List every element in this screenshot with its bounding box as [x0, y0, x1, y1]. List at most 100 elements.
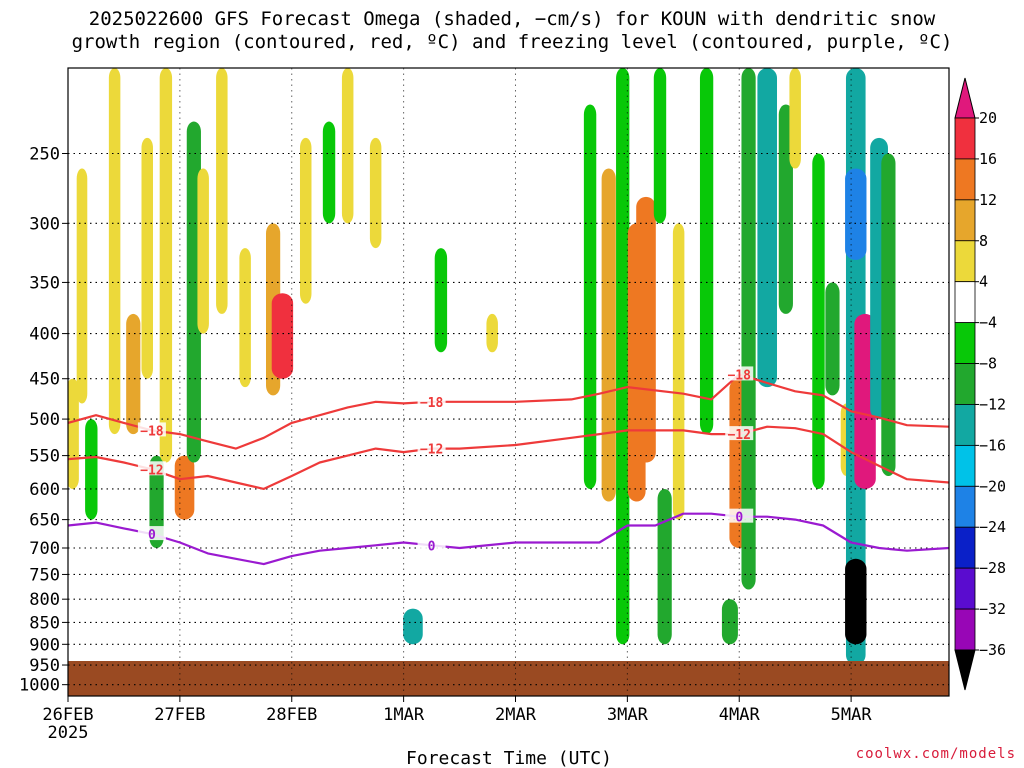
- omega-cell: [403, 608, 423, 645]
- omega-cell: [812, 153, 825, 489]
- y-tick-label: 1000: [19, 676, 60, 696]
- colorbar-top-arrow: [954, 77, 976, 119]
- omega-cell: [159, 68, 173, 463]
- omega-cell: [653, 68, 667, 224]
- ground-surface: [68, 661, 949, 696]
- y-tick-label: 300: [29, 214, 60, 234]
- omega-cell: [271, 293, 294, 379]
- colorbar-swatch: [954, 281, 976, 324]
- omega-cell: [845, 168, 867, 260]
- contour-label: −12: [420, 443, 443, 458]
- omega-cell: [757, 68, 778, 388]
- contour-label: 0: [148, 528, 156, 543]
- omega-cell: [657, 488, 672, 645]
- contour-label-bg: [725, 426, 754, 441]
- colorbar-label: −12: [979, 395, 1006, 413]
- y-tick-label: 250: [29, 144, 60, 164]
- omega-cell: [341, 68, 354, 224]
- x-tick-label: 3MAR: [607, 705, 649, 725]
- omega-cell: [721, 599, 738, 645]
- y-tick-label: 850: [29, 613, 60, 633]
- contour-label: 0: [428, 539, 436, 554]
- y-tick-label: 950: [29, 656, 60, 676]
- colorbar-swatch: [954, 240, 976, 283]
- omega-cell: [825, 282, 840, 396]
- omega-cell: [778, 104, 793, 314]
- omega-shading: [68, 68, 896, 666]
- omega-cell: [583, 104, 597, 489]
- contour-label: −12: [727, 428, 750, 443]
- contour-line: [68, 512, 949, 566]
- colorbar-swatch: [954, 363, 976, 405]
- x-tick-label: 4MAR: [719, 705, 761, 725]
- colorbar-swatch: [954, 485, 976, 528]
- colorbar-label: −28: [979, 559, 1006, 577]
- colorbar-label: 12: [979, 191, 997, 209]
- colorbar-swatch: [954, 526, 976, 569]
- colorbar-swatch: [954, 608, 976, 651]
- contour-label-bg: [725, 366, 754, 381]
- y-tick-label: 600: [29, 480, 60, 500]
- omega-cell: [699, 68, 714, 435]
- contour-line: [68, 373, 949, 450]
- omega-cell: [616, 68, 630, 645]
- omega-cell: [197, 168, 209, 334]
- omega-cell: [85, 419, 98, 520]
- omega-cell: [126, 313, 141, 435]
- x-tick-label: 28FEB: [266, 705, 317, 725]
- omega-cell: [741, 68, 756, 590]
- contour-label-bg: [137, 526, 166, 541]
- colorbar-label: −4: [979, 314, 997, 332]
- omega-cell: [68, 378, 79, 489]
- colorbar-swatch: [954, 199, 976, 242]
- y-tick-label: 500: [29, 410, 60, 430]
- omega-cell: [141, 137, 153, 379]
- colorbar-swatch: [954, 567, 976, 610]
- y-tick-label: 550: [29, 447, 60, 467]
- omega-cell: [174, 455, 195, 520]
- x-tick-label: 26FEB: [42, 705, 93, 725]
- contour-label: −18: [140, 424, 164, 439]
- y-tick-label: 650: [29, 511, 60, 531]
- x-tick-label: 27FEB: [154, 705, 205, 725]
- colorbar-label: −32: [979, 600, 1006, 618]
- colorbar-swatch: [954, 444, 976, 487]
- x-tick-sublabel: 2025: [48, 723, 89, 743]
- omega-cell: [239, 248, 251, 388]
- y-tick-label: 800: [29, 590, 60, 610]
- y-tick-label: 450: [29, 370, 60, 390]
- colorbar-label: −20: [979, 477, 1006, 495]
- plot-frame: [67, 67, 950, 697]
- omega-cell: [672, 223, 685, 520]
- omega-cell: [369, 137, 382, 249]
- x-tick-label: 1MAR: [383, 705, 425, 725]
- omega-cell: [636, 196, 656, 463]
- contour-label: −18: [727, 368, 751, 383]
- colorbar-label: −24: [979, 518, 1006, 536]
- colorbar-label: −8: [979, 355, 997, 373]
- omega-cell: [322, 121, 336, 224]
- contour-label-bg: [417, 440, 446, 455]
- colorbar-swatch: [954, 322, 976, 364]
- contour-label-bg: [137, 461, 166, 476]
- omega-cell: [186, 121, 201, 463]
- y-tick-label: 750: [29, 565, 60, 585]
- colorbar-label: −16: [979, 436, 1006, 454]
- contour-label-bg: [137, 422, 166, 437]
- colorbar-label: 16: [979, 150, 997, 168]
- y-tick-label: 900: [29, 635, 60, 655]
- y-tick-label: 700: [29, 539, 60, 559]
- colorbar-swatch: [954, 158, 976, 201]
- contour-lines: −18 −18 −18 −12 −12 −12 0 0 0: [68, 366, 949, 566]
- contour-label: −12: [140, 463, 163, 478]
- omega-cell: [434, 248, 448, 353]
- colorbar-label: 4: [979, 273, 988, 291]
- colorbar-swatch: [954, 404, 976, 446]
- colorbar-label: −36: [979, 641, 1006, 659]
- chart-title-line-1: 2025022600 GFS Forecast Omega (shaded, −…: [88, 8, 936, 30]
- y-tick-label: 400: [29, 325, 60, 345]
- colorbar: 20 16 12 8 4 −4 −8 −12 −16 −20 −24 −28 −32 −36: [954, 77, 1006, 691]
- omega-cell: [108, 68, 121, 435]
- chart-title-line-2: growth region (contoured, red, ºC) and f…: [71, 31, 953, 53]
